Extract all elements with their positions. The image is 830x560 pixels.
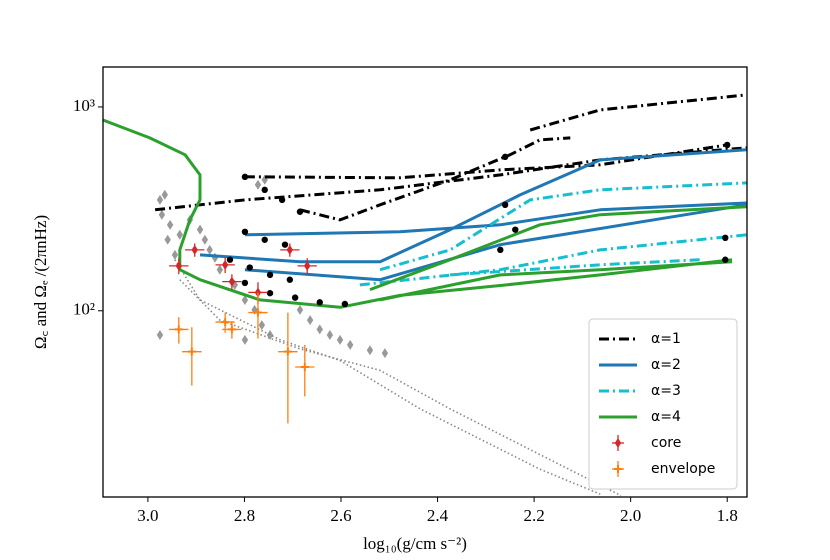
point: [501, 201, 509, 209]
point: [512, 226, 519, 233]
point: [221, 318, 230, 327]
point: [341, 300, 349, 308]
line: [103, 118, 747, 309]
point: [191, 244, 198, 255]
point: [614, 465, 622, 473]
point: [253, 308, 262, 317]
point: [286, 276, 294, 283]
point: [221, 259, 229, 270]
point: [346, 339, 354, 350]
plot: [103, 93, 747, 497]
point: [501, 153, 509, 161]
point: [241, 173, 249, 181]
point: [296, 208, 304, 215]
point: [336, 334, 344, 345]
point: [176, 229, 183, 240]
point: [241, 279, 249, 287]
point: [228, 276, 236, 287]
point: [724, 141, 731, 149]
point: [281, 241, 289, 248]
legend-label: α=4: [651, 409, 681, 425]
point: [722, 234, 729, 242]
point: [300, 362, 309, 371]
x-tick-label: 1.8: [717, 506, 738, 525]
x-tick-label: 2.6: [330, 506, 351, 525]
point: [226, 256, 234, 263]
point: [278, 196, 286, 204]
point: [206, 244, 213, 255]
legend-label: α=2: [651, 357, 681, 373]
point: [258, 320, 266, 331]
point: [166, 219, 174, 230]
point: [304, 260, 311, 271]
point: [227, 325, 236, 334]
point: [161, 189, 168, 200]
point: [291, 294, 299, 301]
legend: α=1 α=2 α=3 α=4 core envelope: [588, 318, 738, 490]
point: [241, 294, 249, 305]
legend-label: α=1: [651, 331, 681, 347]
point: [156, 330, 164, 341]
line: [154, 93, 747, 222]
point: [283, 347, 292, 356]
line: [359, 181, 747, 287]
point: [306, 315, 314, 326]
point: [246, 264, 253, 271]
line: [174, 259, 622, 497]
y-tick-label: 10²: [73, 300, 95, 319]
point: [366, 345, 374, 356]
x-tick-label: 3.0: [137, 506, 158, 525]
point: [187, 347, 196, 356]
point: [316, 299, 323, 306]
y-tick-label: 10³: [73, 96, 95, 115]
legend-box: [588, 318, 738, 490]
point: [196, 224, 204, 235]
point: [326, 330, 334, 341]
plot-frame: [102, 66, 748, 498]
point: [286, 244, 294, 255]
point: [381, 348, 389, 359]
x-tick-label: 2.4: [427, 506, 449, 525]
legend-label: α=3: [651, 383, 681, 399]
point: [266, 289, 274, 297]
point: [296, 304, 304, 315]
point: [175, 260, 182, 271]
point: [266, 271, 274, 279]
point: [254, 179, 262, 190]
point: [497, 246, 504, 254]
point: [316, 324, 323, 335]
point: [722, 256, 729, 263]
x-tick-label: 2.0: [620, 506, 641, 525]
point: [164, 234, 171, 245]
legend-label: envelope: [651, 461, 715, 477]
point: [241, 228, 249, 236]
point: [261, 236, 268, 243]
point: [241, 334, 249, 345]
y-axis-label: Ω꜀ and Ωₑ /(2πnHz): [31, 215, 50, 349]
x-axis-label: log₁₀(g/cm s⁻²): [363, 534, 467, 553]
point: [174, 325, 183, 334]
point: [261, 186, 268, 194]
point: [216, 264, 224, 275]
point: [171, 249, 179, 260]
x-tick-label: 2.2: [523, 506, 544, 525]
point: [156, 194, 164, 205]
point: [211, 252, 219, 263]
legend-label: core: [651, 435, 681, 451]
point: [614, 438, 622, 448]
point: [201, 234, 209, 245]
x-tick-label: 2.8: [234, 506, 255, 525]
point: [158, 209, 166, 220]
